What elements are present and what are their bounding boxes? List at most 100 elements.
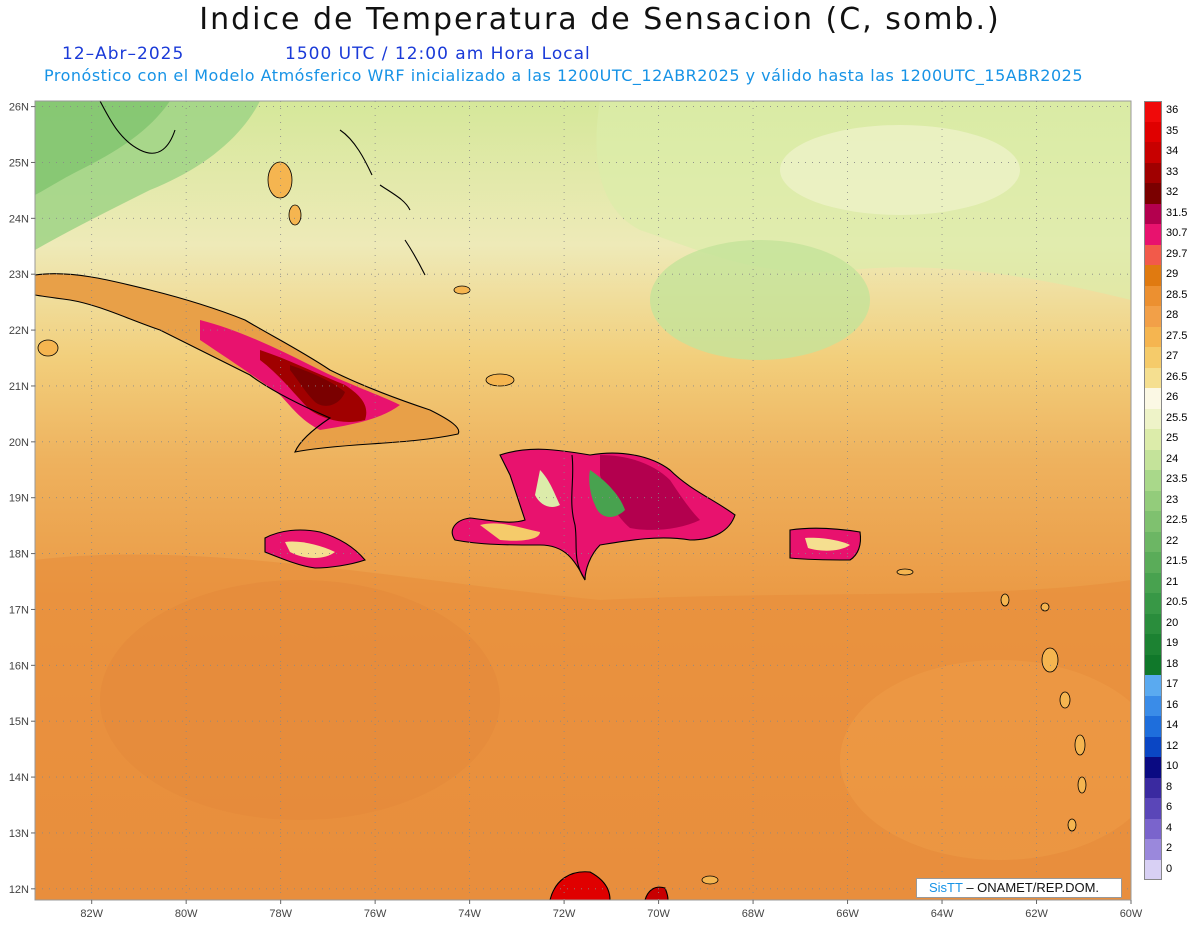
legend-label: 23 bbox=[1166, 493, 1179, 506]
lon-tick-label: 78W bbox=[269, 908, 292, 920]
legend-label: 27 bbox=[1166, 350, 1179, 362]
legend-swatch bbox=[1144, 285, 1162, 306]
legend-swatch bbox=[1144, 142, 1162, 163]
legend-label: 28.5 bbox=[1166, 288, 1188, 301]
legend-label: 20.5 bbox=[1166, 596, 1188, 608]
map-field bbox=[35, 101, 1131, 900]
lon-tick-label: 76W bbox=[364, 908, 387, 920]
south-america-landmass bbox=[550, 871, 610, 900]
lat-tick-label: 14N bbox=[9, 772, 29, 784]
legend-swatch bbox=[1144, 859, 1162, 880]
legend-label: 35 bbox=[1166, 124, 1179, 137]
legend-swatch bbox=[1144, 777, 1162, 798]
legend-label: 0 bbox=[1166, 862, 1173, 875]
legend-label: 29.7 bbox=[1166, 247, 1188, 260]
lat-tick-label: 24N bbox=[9, 213, 29, 225]
map-graticule bbox=[35, 101, 1131, 900]
lat-tick-label: 17N bbox=[9, 604, 29, 616]
lon-tick-label: 66W bbox=[836, 908, 859, 920]
legend-label: 30.7 bbox=[1166, 227, 1188, 239]
legend-label: 23.5 bbox=[1166, 473, 1188, 485]
lon-tick-label: 70W bbox=[647, 908, 670, 920]
legend-swatch bbox=[1144, 634, 1162, 655]
legend-swatch bbox=[1144, 408, 1162, 429]
legend-swatch bbox=[1144, 265, 1162, 286]
legend-label: 26 bbox=[1166, 391, 1179, 403]
legend-swatch bbox=[1144, 675, 1162, 696]
legend-swatch bbox=[1144, 613, 1162, 634]
legend-swatch bbox=[1144, 490, 1162, 511]
chart-title: Indice de Temperatura de Sensacion (C, s… bbox=[199, 2, 1001, 37]
lon-tick-label: 82W bbox=[80, 908, 103, 920]
lon-tick-label: 62W bbox=[1025, 908, 1048, 920]
legend-swatch bbox=[1144, 552, 1162, 573]
legend-label: 18 bbox=[1166, 657, 1179, 670]
credit-org: – ONAMET/REP.DOM. bbox=[966, 880, 1100, 895]
legend-label: 19 bbox=[1166, 637, 1179, 649]
legend-swatch bbox=[1144, 121, 1162, 142]
legend-swatch bbox=[1144, 326, 1162, 347]
legend-swatch bbox=[1144, 695, 1162, 716]
legend-swatch bbox=[1144, 224, 1162, 245]
latitude-axis: 26N 25N 24N 23N 22N 21N 20N 19N 18N 17N 16N 15N 14N 1… bbox=[9, 102, 35, 896]
legend-swatch bbox=[1144, 162, 1162, 183]
legend-label: 25 bbox=[1166, 432, 1179, 444]
legend-label: 21.5 bbox=[1166, 555, 1188, 567]
legend-swatch bbox=[1144, 593, 1162, 614]
legend-label: 17 bbox=[1166, 678, 1179, 690]
lon-tick-label: 68W bbox=[742, 908, 765, 920]
legend-swatch bbox=[1144, 818, 1162, 839]
legend-swatch bbox=[1144, 347, 1162, 368]
legend-label: 16 bbox=[1166, 698, 1179, 711]
forecast-time: 1500 UTC / 12:00 am Hora Local bbox=[285, 44, 591, 64]
legend-swatch bbox=[1144, 101, 1162, 122]
legend-swatch bbox=[1144, 183, 1162, 204]
credit-box: SisTT – ONAMET/REP.DOM. bbox=[916, 878, 1122, 898]
legend-label: 4 bbox=[1166, 821, 1173, 834]
legend-label: 14 bbox=[1166, 719, 1179, 731]
legend-label: 31.5 bbox=[1166, 206, 1188, 219]
legend-swatch bbox=[1144, 757, 1162, 778]
legend-swatch bbox=[1144, 449, 1162, 470]
lon-tick-label: 60W bbox=[1120, 908, 1143, 920]
credit-brand: SisTT bbox=[929, 880, 963, 895]
legend-label: 36 bbox=[1166, 104, 1179, 116]
lat-tick-label: 26N bbox=[9, 102, 29, 114]
legend-swatch bbox=[1144, 572, 1162, 593]
lat-tick-label: 21N bbox=[9, 381, 29, 393]
lat-tick-label: 22N bbox=[9, 325, 29, 337]
legend-label: 6 bbox=[1166, 801, 1173, 813]
lat-tick-label: 23N bbox=[9, 269, 29, 281]
legend-label: 22 bbox=[1166, 534, 1179, 547]
lat-tick-label: 25N bbox=[9, 157, 29, 169]
legend-label: 34 bbox=[1166, 145, 1179, 157]
lon-tick-label: 64W bbox=[931, 908, 954, 920]
legend-label: 25.5 bbox=[1166, 411, 1188, 424]
legend-label: 27.5 bbox=[1166, 329, 1188, 342]
legend-swatch bbox=[1144, 531, 1162, 552]
legend-swatch bbox=[1144, 244, 1162, 265]
legend-swatch bbox=[1144, 306, 1162, 327]
legend-swatch bbox=[1144, 839, 1162, 860]
lon-tick-label: 72W bbox=[553, 908, 576, 920]
legend-label: 32 bbox=[1166, 186, 1179, 198]
legend-label: 29 bbox=[1166, 268, 1179, 280]
legend-label: 21 bbox=[1166, 575, 1179, 588]
lat-tick-label: 20N bbox=[9, 437, 29, 449]
lat-tick-label: 13N bbox=[9, 828, 29, 840]
lat-tick-label: 18N bbox=[9, 549, 29, 561]
legend-label: 26.5 bbox=[1166, 370, 1188, 383]
lon-tick-label: 80W bbox=[175, 908, 198, 920]
legend-swatch bbox=[1144, 203, 1162, 224]
legend-swatch bbox=[1144, 798, 1162, 819]
legend-swatch bbox=[1144, 388, 1162, 409]
legend-swatch bbox=[1144, 654, 1162, 675]
legend-label: 24 bbox=[1166, 452, 1179, 465]
longitude-axis: 82W 80W 78W 76W 74W 72W 70W 68W 66W 64W 62W 60W bbox=[80, 900, 1143, 920]
legend-label: 8 bbox=[1166, 780, 1173, 793]
legend-label: 2 bbox=[1166, 842, 1173, 854]
lat-tick-label: 16N bbox=[9, 660, 29, 672]
legend-swatch bbox=[1144, 429, 1162, 450]
legend-swatch bbox=[1144, 716, 1162, 737]
